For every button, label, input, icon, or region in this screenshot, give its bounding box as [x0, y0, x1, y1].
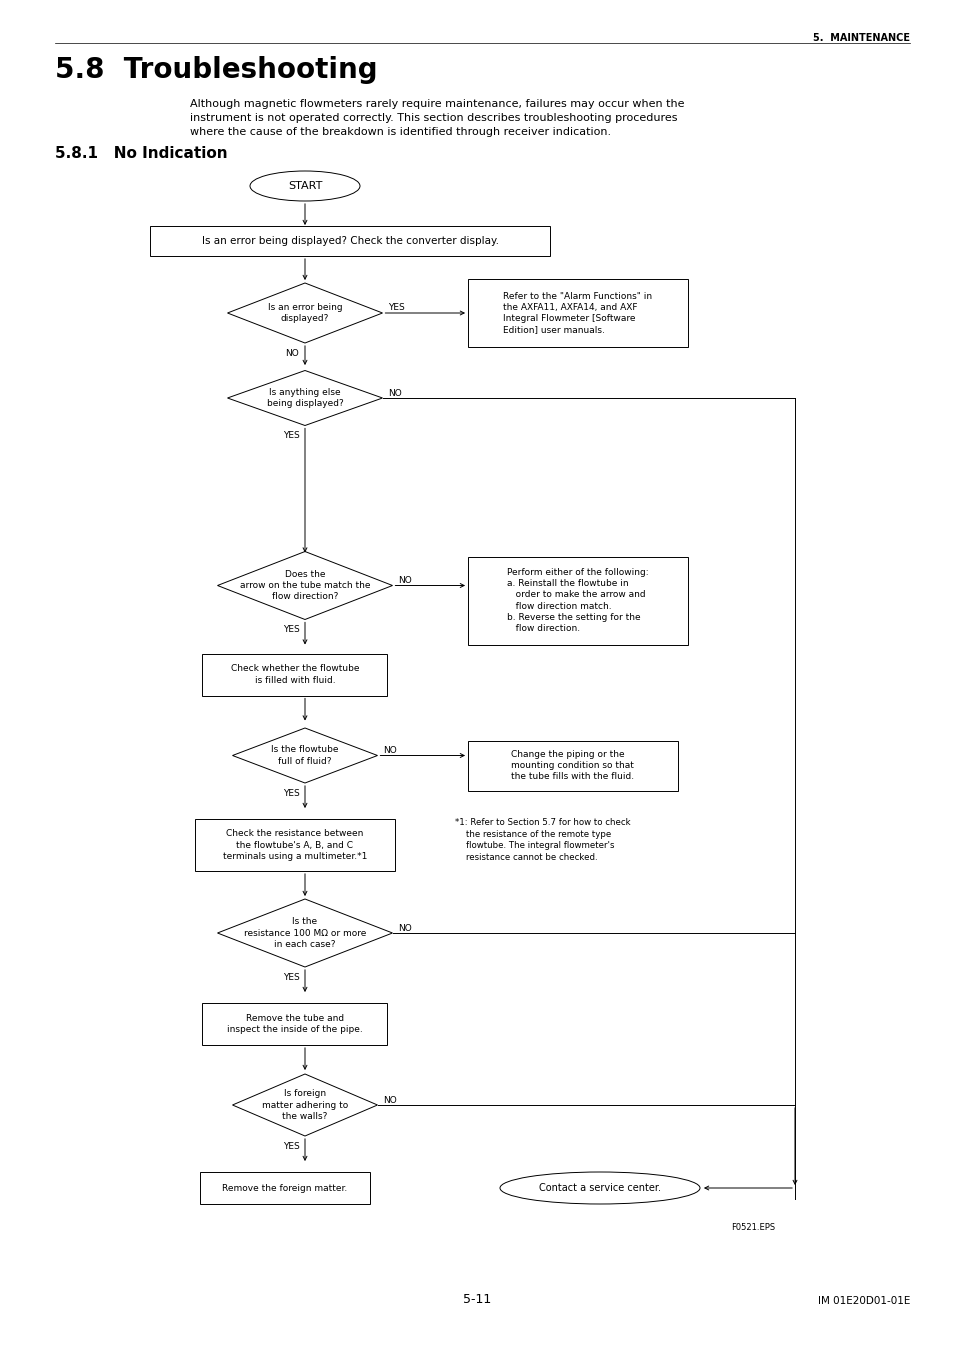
Text: Is foreign
matter adhering to
the walls?: Is foreign matter adhering to the walls? — [262, 1089, 348, 1120]
Text: Is the flowtube
full of fluid?: Is the flowtube full of fluid? — [271, 746, 338, 766]
FancyBboxPatch shape — [468, 280, 687, 347]
Text: IM 01E20D01-01E: IM 01E20D01-01E — [817, 1296, 909, 1306]
Polygon shape — [233, 1074, 377, 1136]
Text: Is the
resistance 100 MΩ or more
in each case?: Is the resistance 100 MΩ or more in each… — [244, 917, 366, 948]
Text: NO: NO — [388, 389, 402, 397]
Text: Remove the tube and
inspect the inside of the pipe.: Remove the tube and inspect the inside o… — [227, 1015, 362, 1034]
Text: NO: NO — [383, 746, 396, 755]
Text: YES: YES — [283, 626, 299, 634]
FancyBboxPatch shape — [202, 1002, 387, 1046]
Text: START: START — [288, 181, 322, 190]
FancyBboxPatch shape — [468, 740, 678, 790]
FancyBboxPatch shape — [200, 1173, 370, 1204]
Text: 5.  MAINTENANCE: 5. MAINTENANCE — [812, 32, 909, 43]
Text: YES: YES — [388, 304, 405, 312]
Text: Contact a service center.: Contact a service center. — [538, 1183, 660, 1193]
Text: YES: YES — [283, 973, 299, 981]
FancyBboxPatch shape — [150, 226, 550, 255]
Text: YES: YES — [283, 789, 299, 797]
Polygon shape — [233, 728, 377, 784]
FancyBboxPatch shape — [194, 819, 395, 871]
Text: NO: NO — [285, 349, 298, 358]
Text: *1: Refer to Section 5.7 for how to check
    the resistance of the remote type
: *1: Refer to Section 5.7 for how to chec… — [455, 817, 630, 862]
Text: NO: NO — [383, 1096, 396, 1105]
Text: Change the piping or the
mounting condition so that
the tube fills with the flui: Change the piping or the mounting condit… — [511, 750, 634, 781]
Text: Is anything else
being displayed?: Is anything else being displayed? — [266, 388, 343, 408]
Polygon shape — [227, 282, 382, 343]
FancyBboxPatch shape — [468, 557, 687, 644]
Text: 5.8  Troubleshooting: 5.8 Troubleshooting — [55, 55, 377, 84]
Text: Does the
arrow on the tube match the
flow direction?: Does the arrow on the tube match the flo… — [239, 570, 370, 601]
Text: Refer to the "Alarm Functions" in
the AXFA11, AXFA14, and AXF
Integral Flowmeter: Refer to the "Alarm Functions" in the AX… — [503, 292, 652, 334]
Text: Although magnetic flowmeters rarely require maintenance, failures may occur when: Although magnetic flowmeters rarely requ… — [190, 99, 684, 136]
Text: Remove the foreign matter.: Remove the foreign matter. — [222, 1183, 347, 1193]
FancyBboxPatch shape — [202, 654, 387, 696]
Text: NO: NO — [398, 576, 412, 585]
Text: Is an error being displayed? Check the converter display.: Is an error being displayed? Check the c… — [201, 236, 498, 246]
Text: Check whether the flowtube
is filled with fluid.: Check whether the flowtube is filled wit… — [231, 665, 359, 685]
Polygon shape — [227, 370, 382, 426]
Text: YES: YES — [283, 431, 299, 440]
Text: YES: YES — [283, 1142, 299, 1151]
Text: Is an error being
displayed?: Is an error being displayed? — [268, 303, 342, 323]
Ellipse shape — [250, 172, 359, 201]
Polygon shape — [217, 898, 392, 967]
Text: Check the resistance between
the flowtube's A, B, and C
terminals using a multim: Check the resistance between the flowtub… — [223, 830, 367, 861]
Text: F0521.EPS: F0521.EPS — [730, 1223, 774, 1232]
Text: Perform either of the following:
a. Reinstall the flowtube in
   order to make t: Perform either of the following: a. Rein… — [507, 569, 648, 632]
Text: 5-11: 5-11 — [462, 1293, 491, 1306]
Polygon shape — [217, 551, 392, 620]
Text: 5.8.1   No Indication: 5.8.1 No Indication — [55, 146, 228, 161]
Text: NO: NO — [398, 924, 412, 932]
Ellipse shape — [499, 1173, 700, 1204]
